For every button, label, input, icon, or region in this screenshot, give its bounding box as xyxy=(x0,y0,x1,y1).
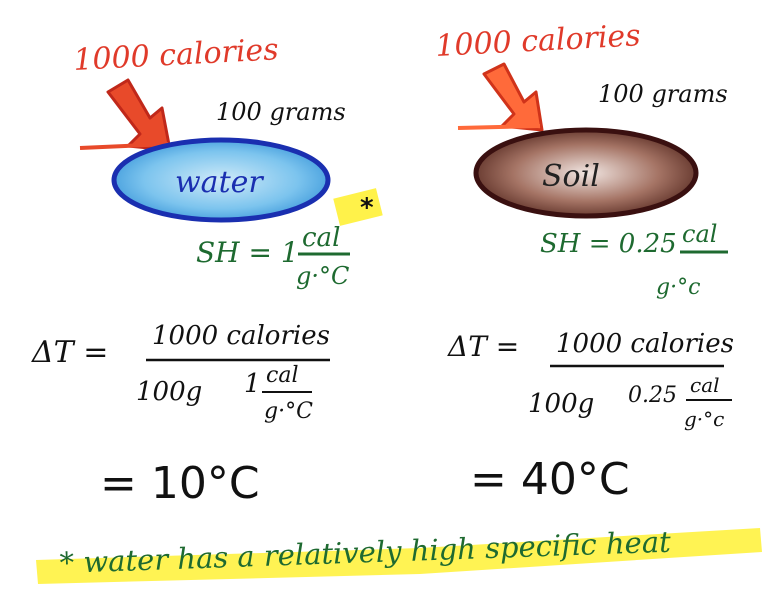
soil-dt-numerator: 1000 calories xyxy=(556,329,734,359)
soil-dt-den-sh: 0.25 xyxy=(628,383,677,408)
water-sh-unit-num: cal xyxy=(302,223,340,253)
soil-dt-den-mass: 100g xyxy=(528,389,594,419)
soil-blob xyxy=(473,127,699,219)
soil-specific-heat-label: SH = 0.25 xyxy=(540,229,677,259)
soil-delta-t-label: ΔT = xyxy=(447,330,519,363)
heat-arrow-left xyxy=(79,78,172,152)
footnote-highlight xyxy=(36,528,762,584)
water-dt-den-sh: 1 xyxy=(244,369,261,399)
soil-energy-label: 1000 calories xyxy=(435,18,642,64)
water-dt-den-unit-den: g·°C xyxy=(264,399,313,424)
star-marker: * xyxy=(360,193,374,223)
water-specific-heat-label: SH = 1 xyxy=(196,236,299,269)
water-blob xyxy=(111,137,331,223)
star-highlight xyxy=(333,188,383,226)
water-sh-unit-den: g·°C xyxy=(296,262,349,290)
water-dt-den-unit-num: cal xyxy=(266,363,298,388)
water-energy-label: 1000 calories xyxy=(73,32,280,78)
water-result: = 10°C xyxy=(100,458,260,509)
water-delta-t-label: ΔT = xyxy=(31,335,108,370)
soil-dt-den-unit-den: g·°c xyxy=(684,407,724,431)
water-mass-label: 100 grams xyxy=(216,98,346,126)
soil-dt-den-unit-num: cal xyxy=(690,373,720,397)
soil-mass-label: 100 grams xyxy=(598,80,728,108)
soil-sh-unit-den: g·°c xyxy=(656,275,700,300)
heat-arrow-right xyxy=(457,62,544,132)
water-dt-den-mass: 100g xyxy=(136,377,202,407)
soil-blob-label: Soil xyxy=(542,159,600,194)
water-dt-numerator: 1000 calories xyxy=(152,321,330,351)
soil-sh-unit-num: cal xyxy=(682,220,717,248)
soil-result: = 40°C xyxy=(470,454,630,505)
water-blob-label: water xyxy=(175,165,264,200)
